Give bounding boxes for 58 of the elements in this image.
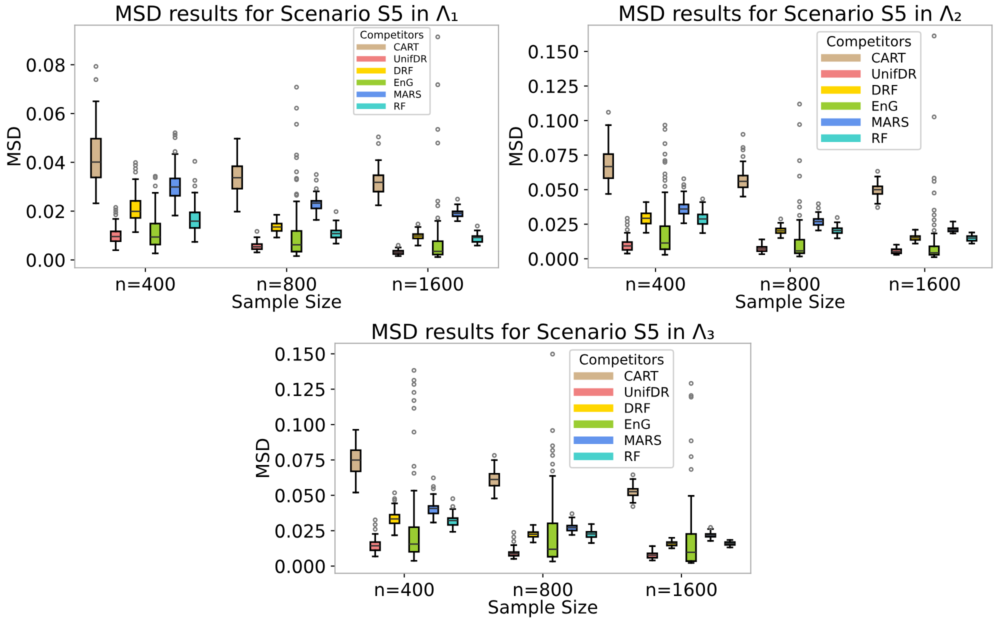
- x-tick-label: n=800: [258, 277, 316, 291]
- y-axis-title: MSD: [508, 127, 523, 166]
- y-tick-label: 0.000: [528, 252, 578, 266]
- legend-label: MARS: [872, 117, 908, 127]
- legend-label: CART: [394, 43, 419, 51]
- x-tick-label: n=400: [375, 582, 434, 596]
- legend-title: Competitors: [827, 36, 911, 50]
- legend-label: DRF: [625, 403, 650, 413]
- x-tick-label: n=800: [514, 582, 572, 596]
- legend-label: CART: [872, 52, 906, 63]
- y-tick-label: 0.075: [275, 453, 324, 468]
- x-tick-label: n=400: [116, 277, 175, 291]
- y-tick-label: 0.00: [26, 253, 65, 268]
- y-tick-label: 0.08: [26, 58, 65, 72]
- y-tick-label: 0.100: [528, 114, 578, 128]
- y-tick-label: 0.02: [26, 204, 64, 218]
- legend-label: EnG: [394, 78, 413, 86]
- y-axis-title: MSD: [256, 438, 270, 478]
- chart-title: MSD results for Scenario S5 in Λ₁: [116, 5, 458, 22]
- y-tick-label: 0.150: [528, 44, 578, 59]
- y-tick-label: 0.100: [275, 418, 325, 432]
- legend-label: DRF: [394, 67, 413, 74]
- legend-label: CART: [624, 370, 658, 381]
- x-axis-title: Sample Size: [232, 294, 341, 312]
- chart-title: MSD results for Scenario S5 in Λ₂: [620, 5, 961, 22]
- legend-label: RF: [625, 451, 640, 462]
- y-tick-label: 0.075: [528, 148, 578, 162]
- chart-title: MSD results for Scenario S5 in Λ₃: [372, 323, 714, 340]
- y-tick-label: 0.025: [275, 524, 324, 538]
- legend-label: MARS: [625, 435, 662, 446]
- x-axis-title: Sample Size: [488, 600, 598, 618]
- x-tick-label: n=1600: [393, 277, 463, 291]
- x-tick-label: n=800: [761, 277, 820, 291]
- y-tick-label: 0.125: [275, 382, 324, 396]
- y-tick-label: 0.025: [528, 218, 578, 232]
- x-tick-label: n=400: [626, 277, 685, 291]
- x-tick-label: n=1600: [646, 582, 717, 596]
- x-axis-title: Sample Size: [736, 294, 844, 312]
- legend-title: Competitors: [580, 354, 664, 368]
- y-tick-label: 0.150: [275, 347, 325, 361]
- x-tick-label: n=1600: [890, 277, 960, 291]
- legend-label: EnG: [625, 419, 650, 430]
- legend-label: MARS: [394, 90, 421, 98]
- y-tick-label: 0.050: [528, 183, 578, 197]
- legend-label: DRF: [872, 85, 898, 95]
- y-tick-label: 0.04: [26, 156, 65, 170]
- legend-label: UnifDR: [624, 386, 670, 397]
- legend-label: RF: [872, 133, 888, 143]
- y-tick-label: 0.125: [528, 79, 578, 94]
- y-tick-label: 0.050: [275, 488, 325, 502]
- y-tick-label: 0.06: [26, 106, 65, 121]
- legend-label: UnifDR: [872, 68, 916, 79]
- legend-label: UnifDR: [394, 54, 427, 62]
- legend-label: RF: [394, 102, 406, 110]
- legend-title: Competitors: [360, 30, 424, 41]
- legend-label: EnG: [872, 100, 898, 111]
- y-tick-label: 0.000: [275, 560, 325, 574]
- y-axis-title: MSD: [7, 127, 21, 166]
